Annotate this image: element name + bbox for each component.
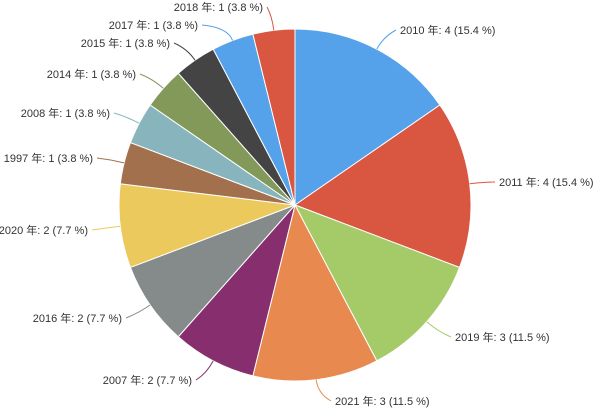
leader-line-7 <box>96 157 125 164</box>
pie-slice-0[interactable] <box>294 28 441 206</box>
leader-line-3 <box>315 379 332 402</box>
slice-label-10: 2015 年: 1 (3.8 %) <box>81 36 170 50</box>
slice-label-9: 2014 年: 1 (3.8 %) <box>47 67 136 81</box>
leader-line-11 <box>201 24 234 41</box>
slice-label-8: 2008 年: 1 (3.8 %) <box>21 106 110 120</box>
slice-label-6: 2020 年: 2 (7.7 %) <box>0 223 88 237</box>
pie-slice-3[interactable] <box>252 203 378 382</box>
slice-label-7: 1997 年: 1 (3.8 %) <box>4 151 93 165</box>
slice-label-0: 2010 年: 4 (15.4 %) <box>400 23 495 37</box>
pie-slice-1[interactable] <box>293 104 472 269</box>
leader-line-8 <box>113 112 140 124</box>
slice-label-2: 2019 年: 3 (11.5 %) <box>455 330 550 344</box>
leader-line-1 <box>469 181 496 185</box>
slice-label-4: 2007 年: 2 (7.7 %) <box>103 373 192 387</box>
leader-line-0 <box>376 29 397 50</box>
leader-line-2 <box>426 321 452 338</box>
slice-label-11: 2017 年: 1 (3.8 %) <box>109 18 198 32</box>
slice-label-5: 2016 年: 2 (7.7 %) <box>33 311 122 325</box>
slice-label-3: 2021 年: 3 (11.5 %) <box>335 394 430 408</box>
pie-slice-2[interactable] <box>293 204 461 362</box>
leader-line-12 <box>266 6 275 31</box>
slice-label-12: 2018 年: 1 (3.8 %) <box>174 0 263 14</box>
leader-line-6 <box>91 225 121 231</box>
leader-line-5 <box>125 304 151 319</box>
leader-line-10 <box>173 42 196 61</box>
leader-line-4 <box>195 360 214 381</box>
slice-label-1: 2011 年: 4 (15.4 %) <box>499 175 594 189</box>
leader-line-9 <box>139 73 164 89</box>
